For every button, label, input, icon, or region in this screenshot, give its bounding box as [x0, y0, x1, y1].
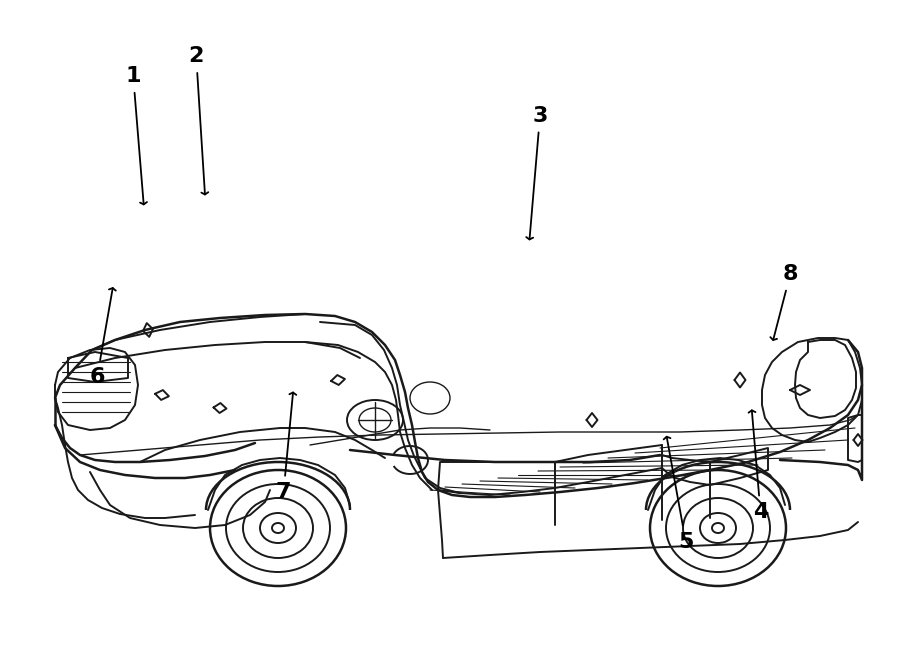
Text: 4: 4	[752, 502, 769, 522]
Text: 3: 3	[532, 106, 548, 126]
Text: 1: 1	[125, 66, 141, 86]
Text: 5: 5	[678, 532, 694, 552]
Text: 2: 2	[188, 46, 204, 66]
Text: 8: 8	[782, 264, 798, 284]
Text: 6: 6	[89, 367, 105, 387]
Text: 7: 7	[275, 483, 292, 502]
